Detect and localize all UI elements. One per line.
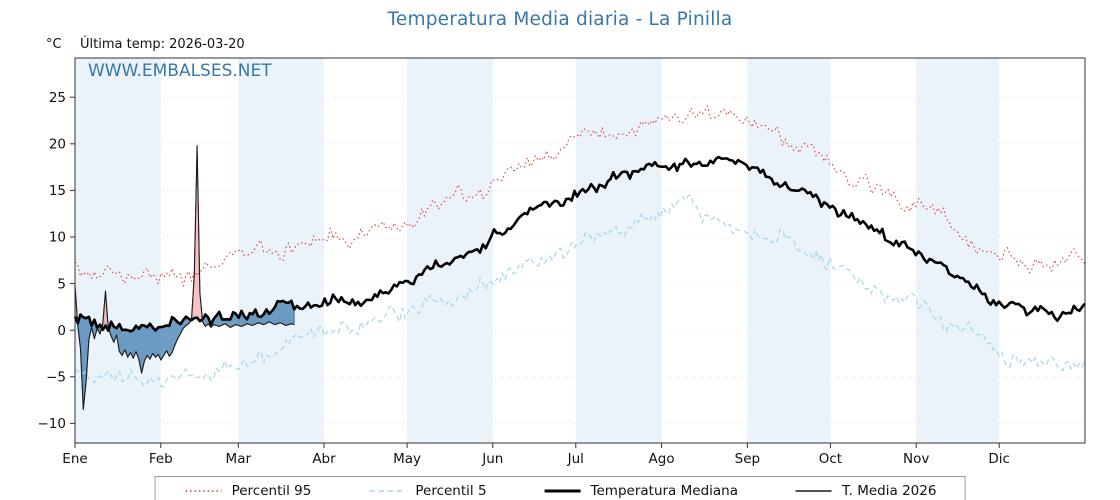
svg-text:Sep: Sep bbox=[735, 451, 760, 467]
mediana-line-icon bbox=[544, 489, 581, 493]
chart-title: Temperatura Media diaria - La Pinilla bbox=[387, 9, 733, 30]
legend-item-percentil-95: Percentil 95 bbox=[184, 483, 312, 499]
legend-item-media-2026: T. Media 2026 bbox=[794, 483, 936, 499]
svg-text:Ago: Ago bbox=[649, 451, 675, 467]
svg-text:5: 5 bbox=[57, 276, 66, 292]
percentil-95-line-icon bbox=[185, 490, 222, 492]
percentil-5-line-icon bbox=[369, 490, 406, 492]
svg-text:Feb: Feb bbox=[149, 451, 173, 467]
svg-text:Dic: Dic bbox=[988, 451, 1010, 467]
chart-legend: Percentil 95 Percentil 5 Temperatura Med… bbox=[154, 476, 966, 500]
svg-text:0: 0 bbox=[57, 323, 66, 339]
legend-item-mediana: Temperatura Mediana bbox=[543, 483, 738, 499]
last-temp-label: Última temp: 2026-03-20 bbox=[80, 37, 245, 52]
svg-text:Mar: Mar bbox=[226, 451, 252, 467]
svg-text:Abr: Abr bbox=[312, 451, 336, 467]
y-axis-unit-label: °C bbox=[46, 37, 62, 52]
legend-label-percentil-95: Percentil 95 bbox=[231, 483, 312, 499]
watermark: WWW.EMBALSES.NET bbox=[88, 61, 272, 81]
svg-text:Oct: Oct bbox=[819, 451, 842, 467]
svg-text:Ene: Ene bbox=[62, 451, 87, 467]
legend-label-mediana: Temperatura Mediana bbox=[590, 483, 738, 499]
svg-text:Nov: Nov bbox=[903, 451, 929, 467]
legend-label-media-2026: T. Media 2026 bbox=[842, 483, 937, 499]
svg-text:−10: −10 bbox=[38, 416, 67, 432]
svg-text:May: May bbox=[393, 451, 421, 467]
media-2026-line-icon bbox=[796, 490, 832, 492]
legend-label-percentil-5: Percentil 5 bbox=[415, 483, 487, 499]
svg-text:25: 25 bbox=[49, 90, 66, 106]
svg-text:Jun: Jun bbox=[481, 451, 503, 467]
svg-text:10: 10 bbox=[49, 230, 66, 246]
svg-text:−5: −5 bbox=[46, 370, 66, 386]
svg-text:15: 15 bbox=[49, 183, 66, 199]
svg-text:20: 20 bbox=[49, 137, 66, 153]
legend-item-percentil-5: Percentil 5 bbox=[367, 483, 487, 499]
svg-text:Jul: Jul bbox=[567, 451, 584, 467]
